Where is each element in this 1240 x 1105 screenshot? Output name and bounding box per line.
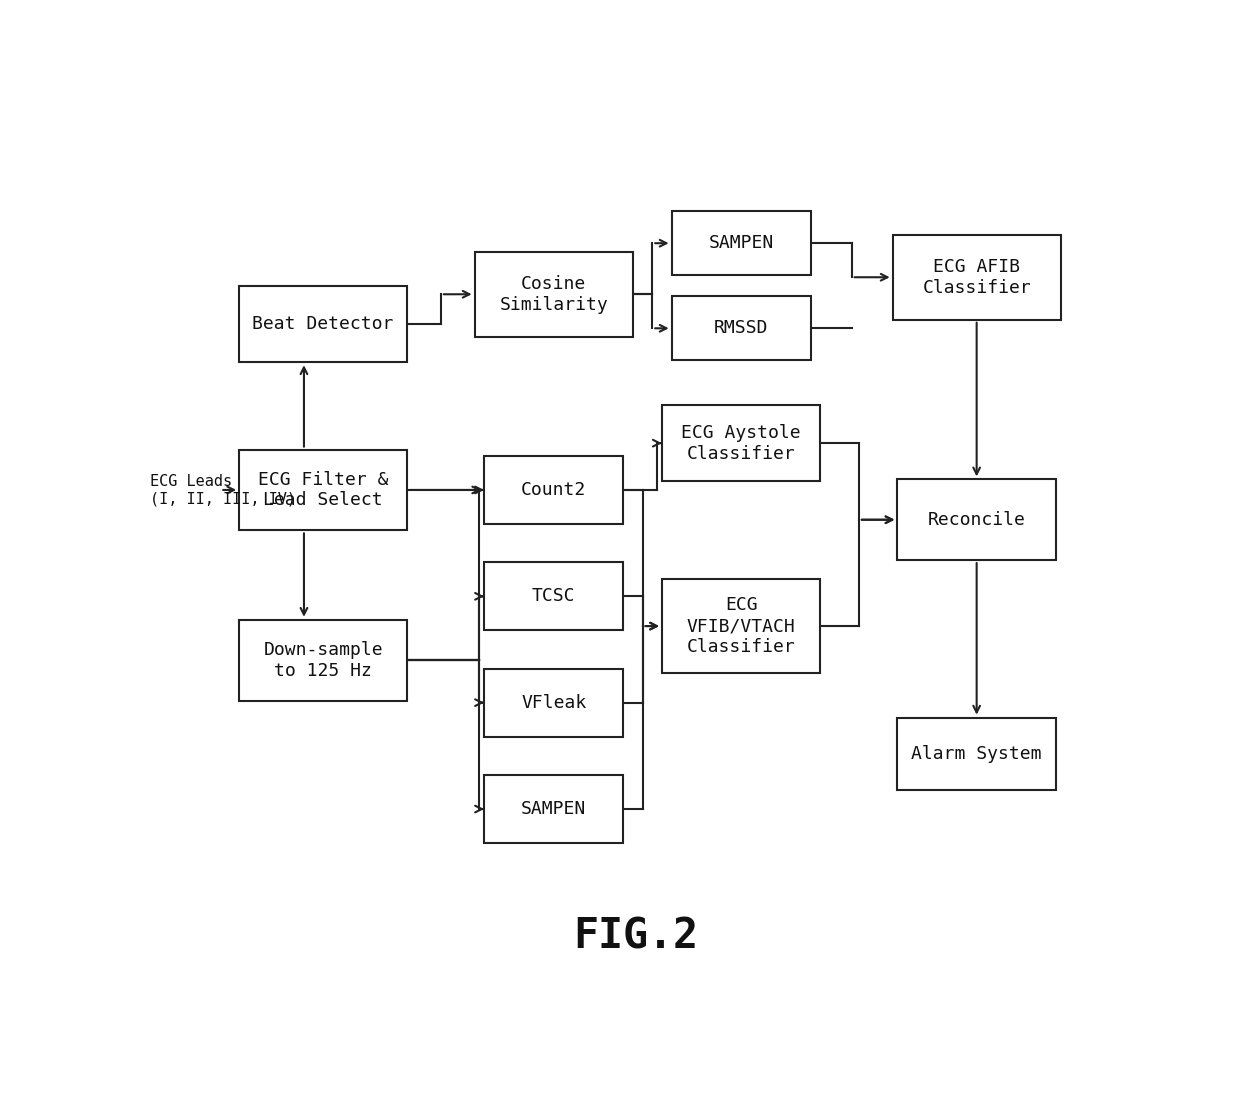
Bar xyxy=(484,669,624,737)
Text: SAMPEN: SAMPEN xyxy=(708,234,774,252)
Bar xyxy=(672,211,811,275)
Bar xyxy=(893,234,1060,319)
Bar xyxy=(239,286,407,362)
Text: TCSC: TCSC xyxy=(532,588,575,606)
Text: ECG
VFIB/VTACH
Classifier: ECG VFIB/VTACH Classifier xyxy=(687,597,796,656)
Text: ECG Filter &
Lead Select: ECG Filter & Lead Select xyxy=(258,471,388,509)
Text: Down-sample
to 125 Hz: Down-sample to 125 Hz xyxy=(263,641,383,680)
Bar xyxy=(662,579,821,673)
Text: Count2: Count2 xyxy=(521,481,587,499)
Bar xyxy=(662,404,821,482)
Bar xyxy=(672,296,811,360)
Text: Alarm System: Alarm System xyxy=(911,745,1042,762)
Text: ECG Aystole
Classifier: ECG Aystole Classifier xyxy=(682,423,801,463)
Text: Beat Detector: Beat Detector xyxy=(253,315,394,333)
Text: RMSSD: RMSSD xyxy=(714,319,769,337)
Bar xyxy=(475,252,634,337)
Bar xyxy=(239,620,407,701)
Text: Cosine
Similarity: Cosine Similarity xyxy=(500,275,608,314)
Text: FIG.2: FIG.2 xyxy=(573,916,698,958)
Text: ECG AFIB
Classifier: ECG AFIB Classifier xyxy=(923,257,1030,296)
Bar xyxy=(898,717,1056,790)
Bar xyxy=(484,562,624,630)
Text: ECG Leads
(I, II, III, IV): ECG Leads (I, II, III, IV) xyxy=(150,474,296,506)
Bar xyxy=(239,450,407,530)
Text: VFleak: VFleak xyxy=(521,694,587,712)
Text: SAMPEN: SAMPEN xyxy=(521,800,587,818)
Text: Reconcile: Reconcile xyxy=(928,511,1025,528)
Bar xyxy=(484,456,624,524)
Bar xyxy=(484,775,624,843)
Bar xyxy=(898,480,1056,560)
